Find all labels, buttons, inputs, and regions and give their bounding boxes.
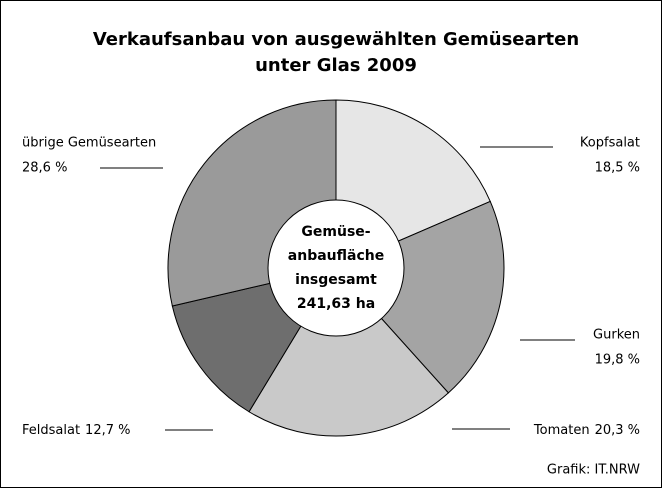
chart-title: unter Glas 2009: [255, 55, 417, 76]
center-label: 241,63 ha: [297, 296, 375, 312]
value-label: 20,3 %: [595, 423, 640, 438]
value-label: 18,5 %: [595, 161, 640, 176]
slice-label: Feldsalat 12,7 %: [22, 423, 130, 438]
pie-slice: [248, 267, 450, 437]
category-label: Gurken: [593, 328, 640, 343]
category-label: Tomaten: [533, 423, 590, 438]
value-label: 28,6 %: [22, 161, 67, 176]
category-label: übrige Gemüsearten: [22, 136, 156, 151]
center-label: insgesamt: [295, 272, 377, 288]
center-label: anbaufläche: [288, 248, 384, 264]
source: Grafik: IT.NRW: [547, 463, 640, 478]
value-label: 19,8 %: [595, 353, 640, 368]
chart-title: Verkaufsanbau von ausgewählten Gemüseart…: [93, 29, 579, 50]
center-hole: [267, 199, 405, 337]
category-label: Kopfsalat: [580, 136, 640, 151]
pie-slice: [335, 200, 505, 394]
center-label: Gemüse-: [301, 224, 370, 240]
category-label: Feldsalat: [22, 423, 80, 438]
slice-label: Tomaten 20,3 %: [533, 423, 640, 438]
value-label: 12,7 %: [85, 423, 130, 438]
